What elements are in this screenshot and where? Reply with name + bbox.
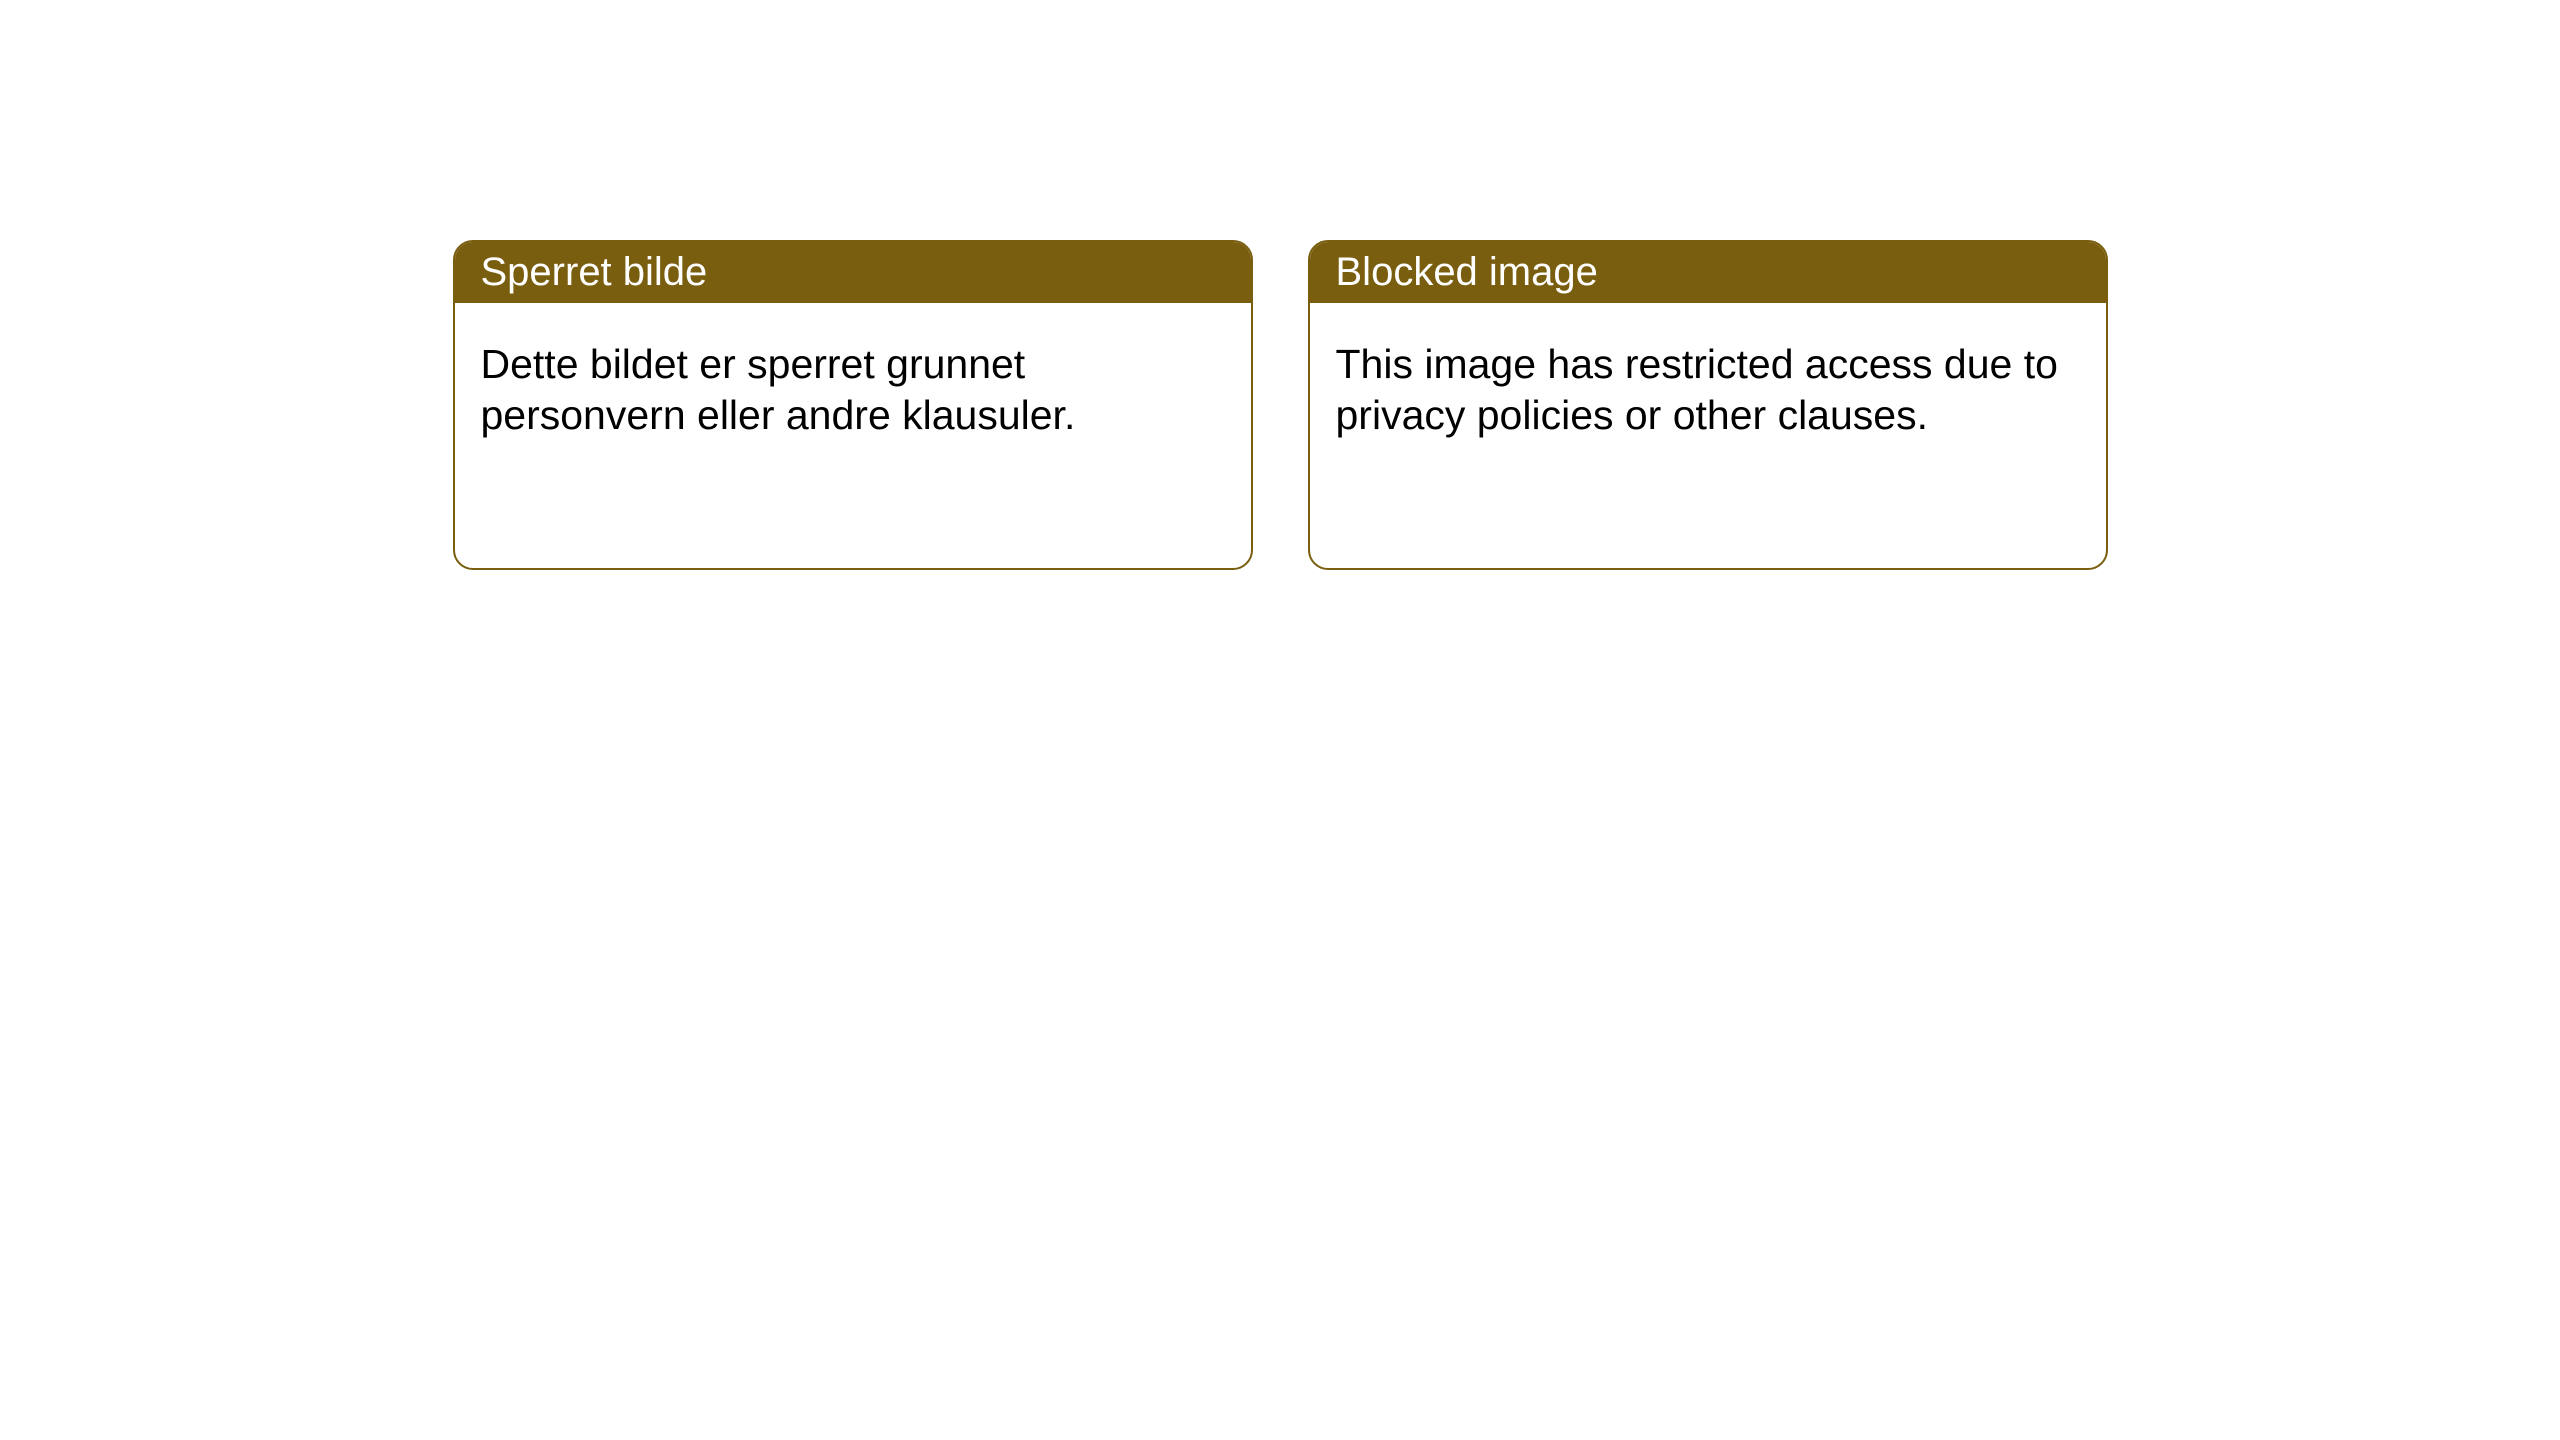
card-body-english: This image has restricted access due to … <box>1310 303 2106 478</box>
card-header-norwegian: Sperret bilde <box>455 242 1251 303</box>
card-title-english: Blocked image <box>1336 250 1598 294</box>
cards-container: Sperret bilde Dette bildet er sperret gr… <box>453 240 2108 570</box>
card-title-norwegian: Sperret bilde <box>481 250 708 294</box>
card-norwegian: Sperret bilde Dette bildet er sperret gr… <box>453 240 1253 570</box>
card-text-english: This image has restricted access due to … <box>1336 341 2058 438</box>
card-english: Blocked image This image has restricted … <box>1308 240 2108 570</box>
card-body-norwegian: Dette bildet er sperret grunnet personve… <box>455 303 1251 478</box>
card-header-english: Blocked image <box>1310 242 2106 303</box>
card-text-norwegian: Dette bildet er sperret grunnet personve… <box>481 341 1076 438</box>
